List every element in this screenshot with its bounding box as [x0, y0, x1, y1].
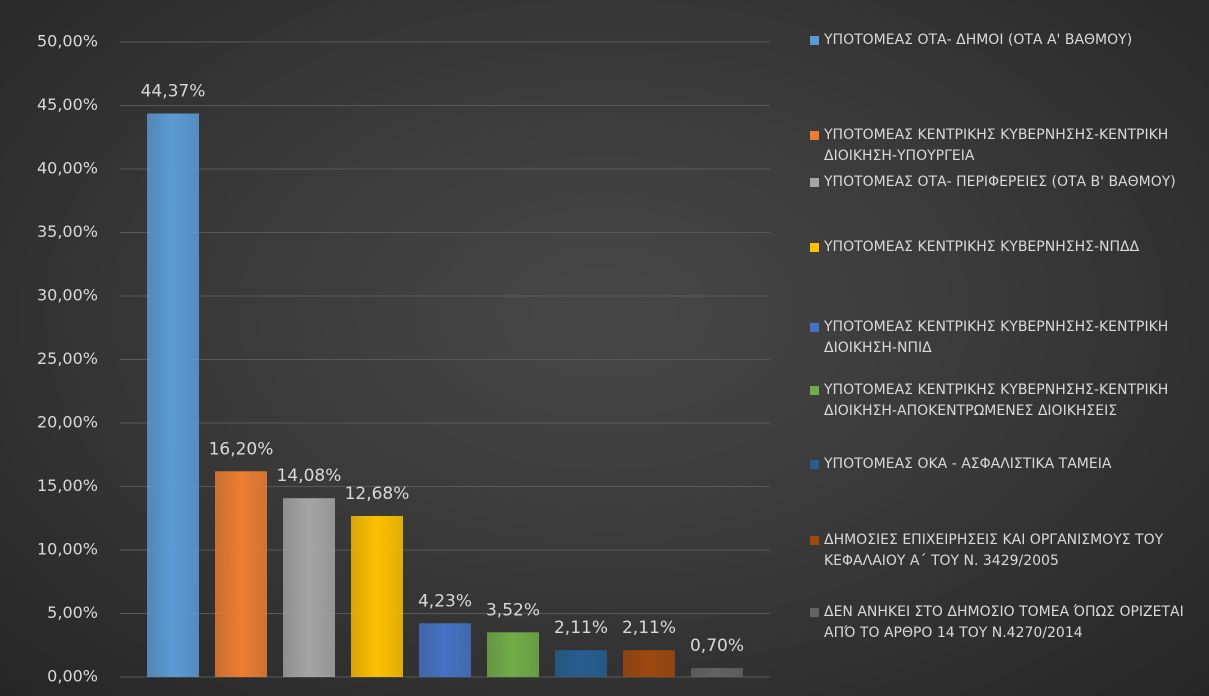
value-label: 4,23%: [418, 591, 472, 611]
bar: [283, 498, 335, 677]
legend-swatch: [810, 36, 819, 45]
legend-label: ΥΠΟΤΟΜΕΑΣ ΟΤΑ- ΠΕΡΙΦΕΡΕΙΕΣ (ΟΤΑ Β' ΒΑΘΜΟ…: [824, 174, 1176, 190]
value-label: 3,52%: [486, 600, 540, 620]
legend-label: ΥΠΟΤΟΜΕΑΣ ΟΤΑ- ΔΗΜΟΙ (ΟΤΑ Α' ΒΑΘΜΟΥ): [824, 32, 1133, 48]
value-label: 44,37%: [141, 82, 206, 102]
y-tick-label: 45,00%: [37, 95, 98, 114]
y-tick-label: 40,00%: [37, 159, 98, 178]
legend-label: ΥΠΟΤΟΜΕΑΣ ΚΕΝΤΡΙΚΗΣ ΚΥΒΕΡΝΗΣΗΣ-ΝΠΔΔ: [824, 239, 1140, 255]
legend-item: ΥΠΟΤΟΜΕΑΣ ΟΤΑ- ΠΕΡΙΦΕΡΕΙΕΣ (ΟΤΑ Β' ΒΑΘΜΟ…: [810, 172, 1205, 193]
y-tick-label: 50,00%: [37, 32, 98, 51]
bar: [147, 113, 199, 678]
y-tick-label: 30,00%: [37, 286, 98, 305]
legend-swatch: [810, 536, 819, 545]
legend-label: ΥΠΟΤΟΜΕΑΣ ΟΚΑ - ΑΣΦΑΛΙΣΤΙΚΑ ΤΑΜΕΙΑ: [824, 456, 1112, 472]
y-tick-label: 5,00%: [47, 603, 98, 622]
bar: [555, 650, 607, 677]
y-tick-label: 15,00%: [37, 476, 98, 495]
legend-item: ΔΗΜΟΣΙΕΣ ΕΠΙΧΕΙΡΗΣΕΙΣ ΚΑΙ ΟΡΓΑΝΙΣΜΟΥΣ ΤΟ…: [810, 530, 1205, 572]
value-label: 12,68%: [345, 484, 410, 504]
legend-item: ΥΠΟΤΟΜΕΑΣ ΚΕΝΤΡΙΚΗΣ ΚΥΒΕΡΝΗΣΗΣ-ΚΕΝΤΡΙΚΗ …: [810, 317, 1205, 359]
plot-area: 0,00% 5,00% 10,00% 15,00% 20,00% 25,00% 30,00%…: [37, 32, 770, 686]
bar: [419, 623, 471, 677]
bar: [215, 471, 267, 677]
y-tick-label: 0,00%: [47, 667, 98, 686]
value-label: 2,11%: [554, 618, 608, 638]
legend-item: ΔΕΝ ΑΝΗΚΕΙ ΣΤΟ ΔΗΜΟΣΙΟ ΤΟΜΕΑ ΌΠΩΣ ΟΡΙΖΕΤ…: [810, 602, 1205, 644]
y-tick-label: 10,00%: [37, 540, 98, 559]
bar: [351, 515, 403, 677]
legend-label: ΔΕΝ ΑΝΗΚΕΙ ΣΤΟ ΔΗΜΟΣΙΟ ΤΟΜΕΑ ΌΠΩΣ ΟΡΙΖΕΤ…: [824, 604, 1184, 641]
legend-item: ΥΠΟΤΟΜΕΑΣ ΟΤΑ- ΔΗΜΟΙ (ΟΤΑ Α' ΒΑΘΜΟΥ): [810, 30, 1205, 51]
legend-swatch: [810, 460, 819, 469]
legend-label: ΔΗΜΟΣΙΕΣ ΕΠΙΧΕΙΡΗΣΕΙΣ ΚΑΙ ΟΡΓΑΝΙΣΜΟΥΣ ΤΟ…: [824, 532, 1164, 569]
legend-label: ΥΠΟΤΟΜΕΑΣ ΚΕΝΤΡΙΚΗΣ ΚΥΒΕΡΝΗΣΗΣ-ΚΕΝΤΡΙΚΗ …: [824, 382, 1169, 419]
bar: [623, 650, 675, 677]
legend-label: ΥΠΟΤΟΜΕΑΣ ΚΕΝΤΡΙΚΗΣ ΚΥΒΕΡΝΗΣΗΣ-ΚΕΝΤΡΙΚΗ …: [824, 319, 1169, 356]
legend-item: ΥΠΟΤΟΜΕΑΣ ΚΕΝΤΡΙΚΗΣ ΚΥΒΕΡΝΗΣΗΣ-ΝΠΔΔ: [810, 237, 1205, 258]
legend-label: ΥΠΟΤΟΜΕΑΣ ΚΕΝΤΡΙΚΗΣ ΚΥΒΕΡΝΗΣΗΣ-ΚΕΝΤΡΙΚΗ …: [824, 127, 1169, 164]
legend-swatch: [810, 323, 819, 332]
y-tick-label: 35,00%: [37, 222, 98, 241]
legend-swatch: [810, 178, 819, 187]
legend-swatch: [810, 386, 819, 395]
value-label: 0,70%: [690, 636, 744, 656]
bar: [691, 668, 743, 677]
legend-item: ΥΠΟΤΟΜΕΑΣ ΚΕΝΤΡΙΚΗΣ ΚΥΒΕΡΝΗΣΗΣ-ΚΕΝΤΡΙΚΗ …: [810, 125, 1205, 167]
y-tick-label: 25,00%: [37, 349, 98, 368]
legend-swatch: [810, 608, 819, 617]
legend-item: ΥΠΟΤΟΜΕΑΣ ΟΚΑ - ΑΣΦΑΛΙΣΤΙΚΑ ΤΑΜΕΙΑ: [810, 454, 1205, 475]
legend-swatch: [810, 243, 819, 252]
legend-item: ΥΠΟΤΟΜΕΑΣ ΚΕΝΤΡΙΚΗΣ ΚΥΒΕΡΝΗΣΗΣ-ΚΕΝΤΡΙΚΗ …: [810, 380, 1205, 422]
value-label: 16,20%: [209, 439, 274, 459]
value-label: 2,11%: [622, 618, 676, 638]
bar: [487, 632, 539, 677]
y-tick-label: 20,00%: [37, 413, 98, 432]
value-label: 14,08%: [277, 466, 342, 486]
legend-swatch: [810, 131, 819, 140]
